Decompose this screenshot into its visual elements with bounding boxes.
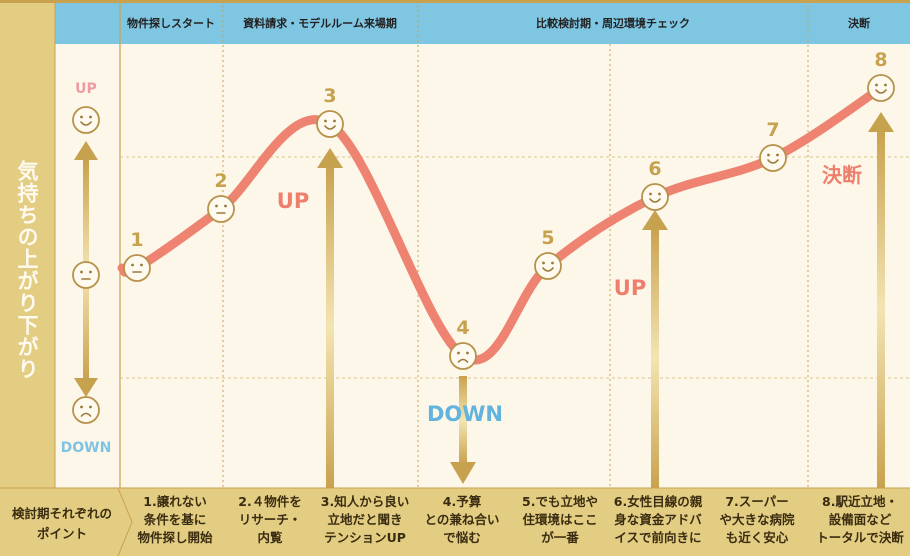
points-row-label-line2: ポイント — [37, 526, 87, 541]
point-7-number: 7 — [766, 119, 779, 141]
points-row-label-line1: 検討期それぞれの — [12, 506, 112, 521]
point-8-face-icon — [867, 74, 895, 102]
point-4-description-line3: で悩む — [443, 530, 481, 545]
point-4-face-icon — [449, 342, 477, 370]
row-label-bg — [0, 488, 132, 556]
phase-label-decision: 決断 — [848, 16, 870, 30]
y-axis-title: 気持ちの上がり下がり — [15, 159, 39, 380]
axis-sad-face-icon — [72, 396, 100, 424]
axis-smile-face-icon — [72, 106, 100, 134]
point-8-description-line3: トータルで決断 — [816, 530, 904, 545]
point-8-description-line2: 設備面など — [829, 512, 892, 527]
phase-label-comparison: 比較検討期・周辺環境チェック — [536, 16, 690, 30]
point-3-description-line2: 立地だと聞き — [327, 512, 402, 527]
chart-canvas — [55, 44, 910, 488]
point-6-description-line3: イスで前向きに — [614, 530, 701, 545]
point-4-description-line1: 4.予算 — [443, 494, 482, 509]
annotation-up-1: UP — [277, 189, 309, 213]
point-1-description-line2: 条件を基に — [143, 512, 207, 527]
point-2-description-line3: 内覧 — [257, 530, 283, 545]
point-1-description-line1: 1.譲れない — [143, 494, 206, 509]
point-2-number: 2 — [214, 170, 227, 192]
up-arrow-3 — [317, 148, 343, 488]
y-axis-down-label: DOWN — [61, 440, 112, 456]
phase-dividers — [222, 0, 809, 556]
point-6-description-line2: 身な資金アドバ — [614, 512, 702, 527]
point-4-number: 4 — [456, 317, 469, 339]
point-1-number: 1 — [130, 229, 143, 251]
point-6-face-icon — [641, 183, 669, 211]
down-arrow-4 — [450, 376, 476, 484]
point-2-face-icon — [207, 195, 235, 223]
point-3-description-line3: テンションUP — [324, 530, 406, 545]
point-5-face-icon — [534, 252, 562, 280]
axis-neutral-face-icon — [72, 261, 100, 289]
chevron-divider — [117, 487, 133, 557]
point-5-number: 5 — [541, 227, 554, 249]
point-3-description-line1: 3.知人から良い — [321, 494, 409, 509]
point-2-description-line2: リサーチ・ — [239, 512, 302, 527]
point-4-description-line2: との兼ね合い — [425, 512, 500, 527]
annotation-decision: 決断 — [822, 163, 862, 187]
point-1-description-line3: 物件探し開始 — [137, 530, 213, 545]
point-8-number: 8 — [874, 49, 887, 71]
point-5-description-line3: が一番 — [541, 530, 579, 545]
point-8-description-line1: 8.駅近立地・ — [822, 494, 898, 509]
up-arrow-6 — [642, 210, 668, 488]
up-arrow-8 — [868, 112, 894, 488]
point-5-description-line1: 5.でも立地や — [522, 494, 598, 509]
point-7-description-line3: も近く安心 — [726, 530, 789, 545]
point-3-number: 3 — [323, 85, 336, 107]
point-7-face-icon — [759, 144, 787, 172]
annotation-down: DOWN — [427, 402, 503, 426]
point-2-description-line1: 2.４物件を — [238, 494, 301, 509]
phase-label-materials: 資料請求・モデルルーム来場期 — [243, 16, 397, 30]
phase-label-search-start: 物件探しスタート — [127, 16, 215, 30]
point-7-description-line1: 7.スーパー — [725, 494, 788, 509]
point-1-face-icon — [123, 254, 151, 282]
point-6-number: 6 — [648, 158, 661, 180]
point-6-description-line1: 6.女性目線の親 — [614, 494, 703, 509]
top-border — [0, 0, 910, 3]
point-3-face-icon — [316, 110, 344, 138]
annotation-up-2: UP — [614, 276, 646, 300]
points-row-bg — [120, 488, 910, 556]
point-5-description-line2: 住環境はここ — [522, 512, 597, 527]
phase-header-band — [55, 0, 910, 44]
point-7-description-line2: や大きな病院 — [719, 512, 795, 527]
y-axis-up-label: UP — [75, 81, 97, 97]
